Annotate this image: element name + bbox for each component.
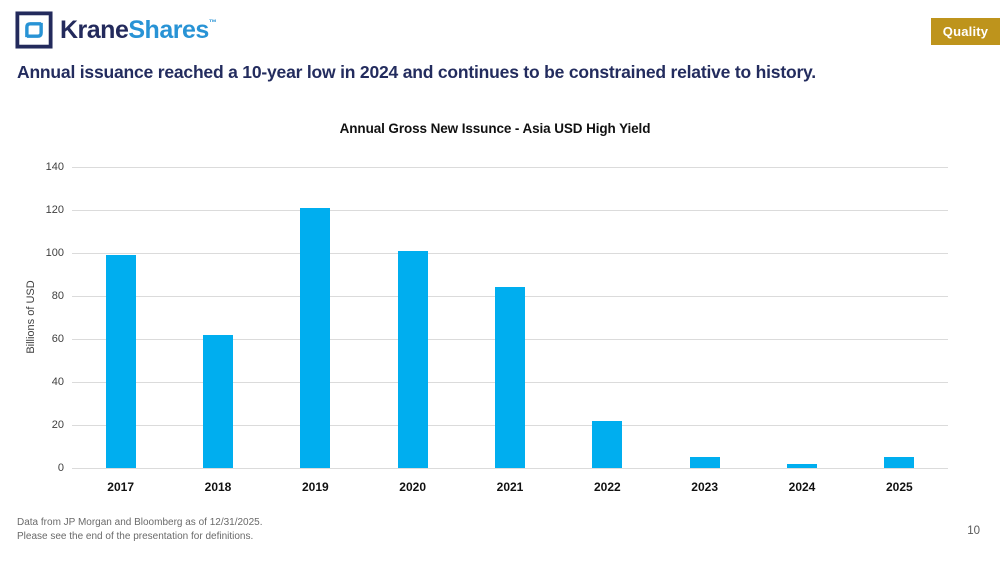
y-tick-label: 0 bbox=[57, 461, 64, 474]
brand-second: Shares bbox=[128, 15, 209, 44]
brand-first: Krane bbox=[60, 15, 129, 44]
y-tick-label: 20 bbox=[51, 418, 64, 431]
bar-2018 bbox=[203, 335, 233, 468]
x-tick-label-2025: 2025 bbox=[885, 480, 913, 494]
y-axis: 0 20 40 60 80 100 120 140 bbox=[26, 161, 64, 474]
y-tick-label: 140 bbox=[45, 160, 64, 173]
y-tick-label: 40 bbox=[51, 375, 64, 388]
x-tick-label-2018: 2018 bbox=[204, 480, 232, 494]
bar-2017 bbox=[105, 255, 136, 468]
x-tick-label-2017: 2017 bbox=[107, 480, 134, 494]
footnote: Data from JP Morgan and Bloomberg as of … bbox=[17, 516, 263, 543]
quality-badge: Quality bbox=[931, 18, 1000, 45]
x-tick-label-2021: 2021 bbox=[496, 480, 524, 494]
chart-title: Annual Gross New Issunce - Asia USD High… bbox=[339, 121, 651, 136]
bar-2025 bbox=[884, 457, 915, 468]
slide-headline: Annual issuance reached a 10-year low in… bbox=[17, 62, 816, 82]
x-axis: 2017 2018 2019 2020 2021 2022 2023 2024 2025 bbox=[72, 480, 948, 496]
bar-chart-plot-area bbox=[72, 166, 948, 469]
footnote-line-1: Data from JP Morgan and Bloomberg as of … bbox=[17, 517, 263, 528]
y-tick-label: 100 bbox=[45, 246, 64, 259]
x-tick-label-2020: 2020 bbox=[399, 480, 426, 494]
bar-2024 bbox=[787, 464, 817, 468]
kraneshares-wordmark: KraneShares™ bbox=[60, 15, 217, 45]
page-number: 10 bbox=[967, 525, 980, 537]
bar-2019 bbox=[300, 208, 331, 468]
bar-2022 bbox=[592, 421, 623, 468]
gridline bbox=[72, 166, 948, 168]
gridline bbox=[72, 209, 948, 211]
trademark-symbol: ™ bbox=[208, 17, 217, 27]
x-tick-label-2019: 2019 bbox=[301, 480, 329, 494]
gridline bbox=[72, 252, 948, 254]
y-tick-label: 80 bbox=[51, 289, 64, 302]
footnote-line-2: Please see the end of the presentation f… bbox=[17, 530, 254, 542]
x-tick-label-2024: 2024 bbox=[788, 480, 816, 494]
gridline bbox=[72, 467, 948, 469]
y-tick-label: 120 bbox=[45, 203, 64, 216]
x-tick-label-2023: 2023 bbox=[691, 480, 718, 494]
bar-2023 bbox=[689, 457, 720, 468]
bar-2021 bbox=[495, 287, 525, 468]
x-tick-label-2022: 2022 bbox=[593, 480, 621, 494]
kraneshares-logo: KraneShares™ bbox=[15, 11, 217, 49]
kraneshares-logo-icon bbox=[15, 11, 53, 49]
y-tick-label: 60 bbox=[51, 332, 64, 345]
bar-2020 bbox=[397, 251, 428, 468]
